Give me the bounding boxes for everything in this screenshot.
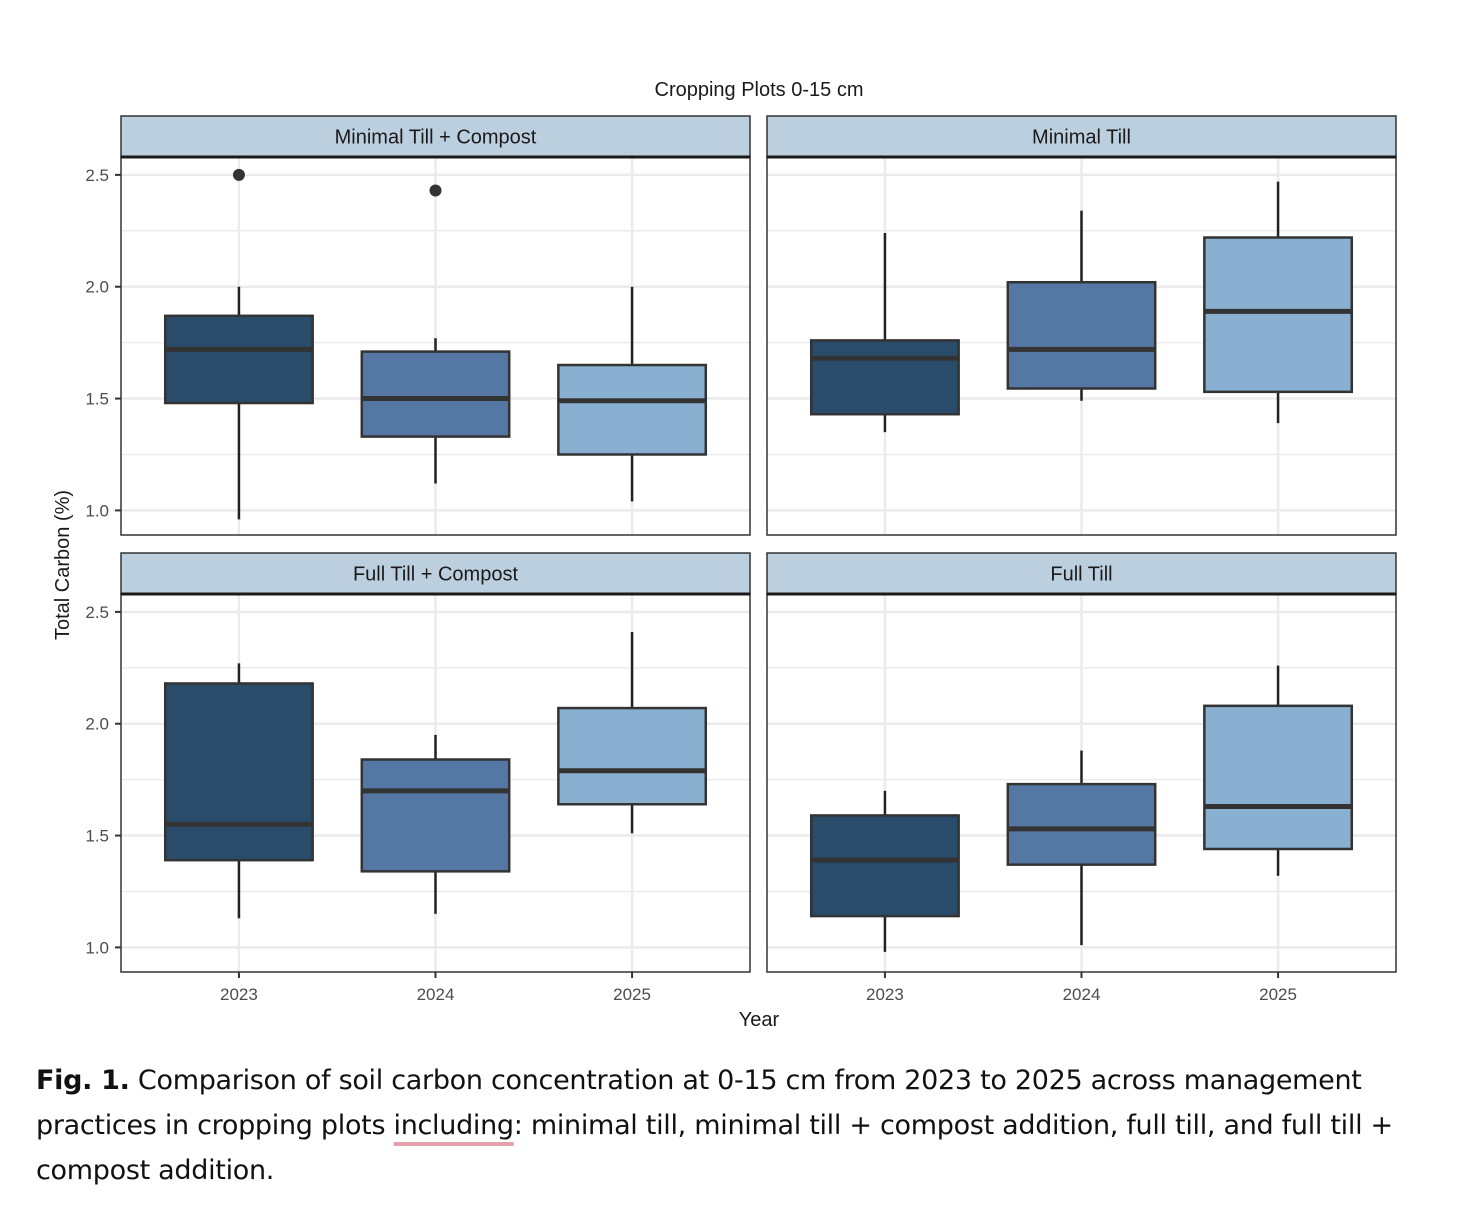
box-2023 (809, 233, 960, 433)
box-2024 (1006, 210, 1157, 401)
iqr-box (1006, 281, 1157, 390)
facet-panel: Minimal Till (766, 115, 1397, 536)
iqr-box (1203, 704, 1354, 851)
facet-panels: Minimal Till + Compost1.01.52.02.5Minima… (85, 115, 1397, 1004)
iqr-box (360, 758, 511, 873)
y-tick-label: 2.0 (85, 715, 109, 734)
facet-strip (120, 115, 751, 158)
iqr-box (557, 363, 708, 456)
facet-strip-label: Full Till + Compost (353, 564, 518, 586)
iqr-box (1203, 236, 1354, 394)
box-2023 (163, 663, 314, 919)
y-tick-label: 1.0 (85, 938, 109, 957)
spellcheck-underlined-word: including (393, 1110, 515, 1141)
x-tick-label: 2023 (866, 985, 904, 1004)
iqr-box (1006, 782, 1157, 866)
x-tick-label: 2025 (613, 985, 651, 1004)
y-tick-label: 2.0 (85, 278, 109, 297)
figure-caption: Fig. 1. Comparison of soil carbon concen… (36, 1058, 1436, 1193)
iqr-box (809, 339, 960, 416)
box-2023 (163, 168, 314, 520)
x-tick-label: 2024 (1063, 985, 1101, 1004)
facet-strip (766, 552, 1397, 595)
y-tick-label: 1.5 (85, 827, 109, 846)
box-2023 (809, 790, 960, 952)
outlier-point (232, 168, 245, 181)
box-2025 (1203, 181, 1354, 424)
facet-strip (120, 552, 751, 595)
facet-strip-label: Minimal Till (1032, 127, 1131, 149)
outlier-point (429, 184, 442, 197)
box-2025 (557, 632, 708, 834)
x-tick-label: 2025 (1259, 985, 1297, 1004)
caption-text-end: : minimal till, minimal till + compost a… (36, 1110, 1393, 1186)
iqr-box (163, 682, 314, 862)
iqr-box (163, 314, 314, 405)
box-2024 (360, 734, 511, 914)
box-2024 (360, 184, 511, 484)
faceted-boxplot-chart: Cropping Plots 0-15 cm Total Carbon (%) … (52, 79, 1397, 1031)
box-2024 (1006, 750, 1157, 946)
y-tick-label: 2.5 (85, 603, 109, 622)
iqr-box (809, 814, 960, 918)
facet-panel: Full Till + Compost 1.0 1.5 2.0 2.5 2023 2024 2… (85, 552, 751, 1004)
y-tick-label: 2.5 (85, 166, 109, 185)
y-tick-label: 1.5 (85, 390, 109, 409)
facet-panel: Minimal Till + Compost 1.0 1.5 2.0 2.5 (85, 115, 751, 536)
facet-strip-label: Full Till (1050, 564, 1112, 586)
box-2025 (1203, 665, 1354, 876)
y-tick-label: 1.0 (85, 501, 109, 520)
chart-title: Cropping Plots 0-15 cm (655, 79, 864, 101)
iqr-box (360, 350, 511, 438)
facet-strip (766, 115, 1397, 158)
caption-text-start: Comparison of soil carbon concentration … (36, 1065, 1362, 1141)
x-tick-label: 2023 (220, 985, 258, 1004)
facet-strip-label: Minimal Till + Compost (335, 127, 537, 149)
facet-panel: Full Till 2023 2024 2025 (766, 552, 1397, 1004)
x-axis-label: Year (739, 1009, 780, 1031)
box-2025 (557, 286, 708, 502)
y-axis-label: Total Carbon (%) (52, 490, 74, 640)
x-tick-label: 2024 (417, 985, 455, 1004)
iqr-box (557, 706, 708, 806)
figure-label: Fig. 1. (36, 1065, 130, 1096)
